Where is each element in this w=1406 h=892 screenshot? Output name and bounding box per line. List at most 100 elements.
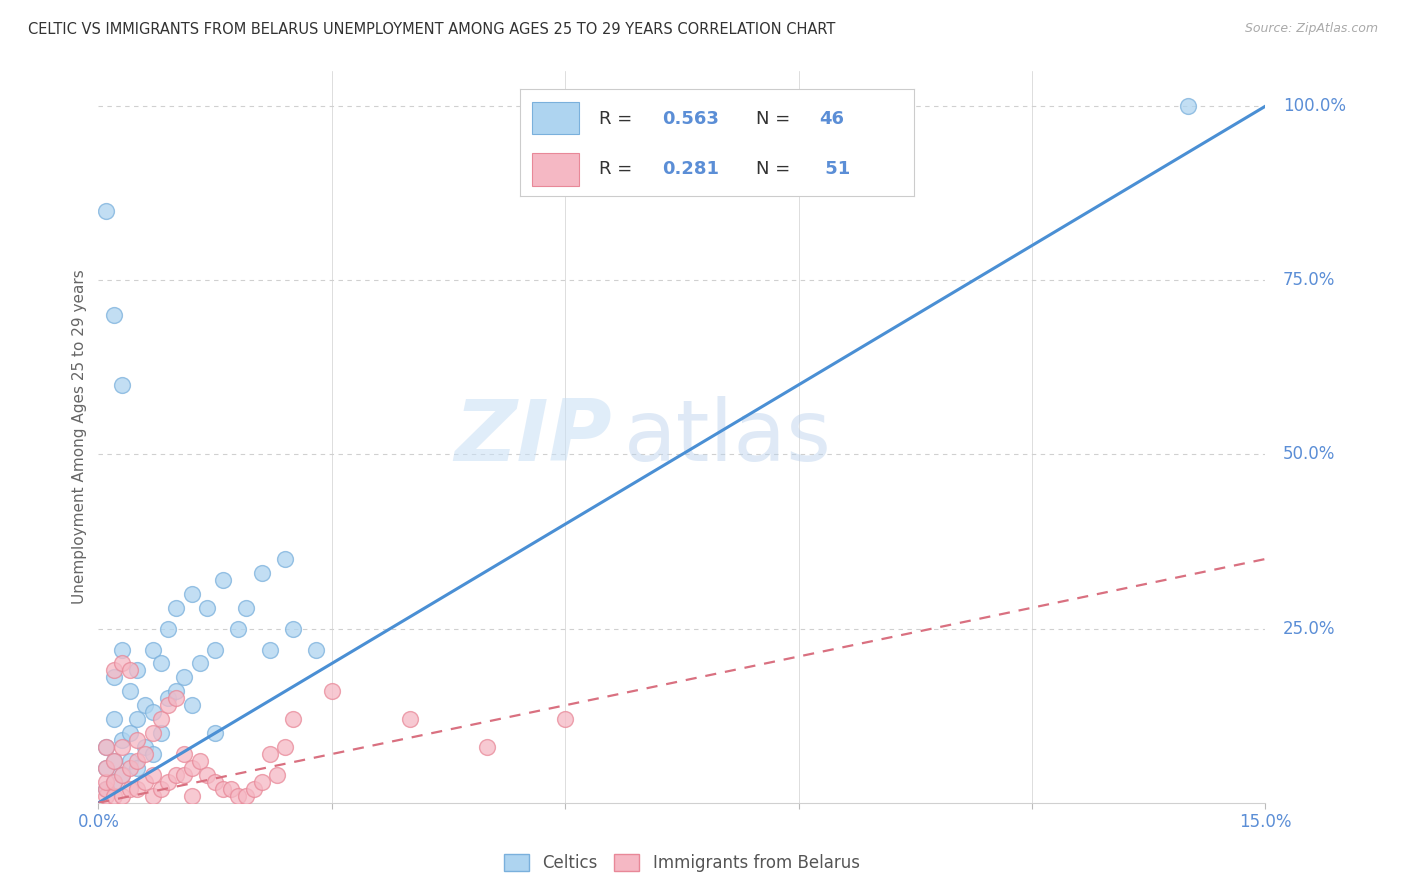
Point — [111, 642, 134, 657]
Point — [305, 642, 328, 657]
Text: 50.0%: 50.0% — [1282, 445, 1336, 464]
FancyBboxPatch shape — [531, 153, 579, 186]
Text: R =: R = — [599, 161, 638, 178]
Point — [96, 775, 118, 789]
Point — [228, 789, 250, 803]
Point — [212, 573, 235, 587]
Point — [180, 761, 202, 775]
Point — [259, 642, 281, 657]
Text: 0.563: 0.563 — [662, 111, 718, 128]
Text: Source: ZipAtlas.com: Source: ZipAtlas.com — [1244, 22, 1378, 36]
Point — [111, 377, 134, 392]
Point — [103, 754, 125, 768]
Point — [127, 761, 149, 775]
Text: R =: R = — [599, 111, 638, 128]
Point — [103, 754, 125, 768]
Point — [134, 740, 156, 755]
Point — [96, 761, 118, 775]
Point — [165, 768, 187, 782]
Point — [142, 726, 165, 740]
Point — [96, 761, 118, 775]
Point — [173, 670, 195, 684]
Point — [219, 781, 242, 796]
Point — [149, 781, 172, 796]
Point — [96, 740, 118, 755]
Point — [103, 775, 125, 789]
Point — [127, 781, 149, 796]
Point — [134, 775, 156, 789]
FancyBboxPatch shape — [531, 102, 579, 134]
Point — [127, 733, 149, 747]
Point — [204, 642, 226, 657]
Point — [142, 789, 165, 803]
Point — [111, 740, 134, 755]
Point — [554, 712, 576, 726]
Point — [204, 726, 226, 740]
Point — [127, 754, 149, 768]
Point — [103, 308, 125, 322]
Point — [188, 657, 211, 671]
Text: N =: N = — [756, 161, 796, 178]
Point — [118, 684, 141, 698]
Point — [103, 670, 125, 684]
Point — [149, 712, 172, 726]
Point — [281, 622, 304, 636]
Point — [134, 747, 156, 761]
Point — [173, 768, 195, 782]
Text: ZIP: ZIP — [454, 395, 612, 479]
Text: atlas: atlas — [623, 395, 831, 479]
Point — [118, 754, 141, 768]
Point — [228, 622, 250, 636]
Point — [149, 657, 172, 671]
Point — [165, 600, 187, 615]
Point — [274, 552, 297, 566]
Point — [103, 712, 125, 726]
Point — [188, 754, 211, 768]
Point — [250, 566, 273, 580]
Point — [96, 203, 118, 218]
Point — [212, 781, 235, 796]
Y-axis label: Unemployment Among Ages 25 to 29 years: Unemployment Among Ages 25 to 29 years — [72, 269, 87, 605]
Point — [157, 775, 180, 789]
Point — [142, 642, 165, 657]
Point — [235, 600, 257, 615]
Point — [127, 712, 149, 726]
Point — [103, 789, 125, 803]
Text: 46: 46 — [820, 111, 845, 128]
Text: 100.0%: 100.0% — [1282, 97, 1346, 115]
Point — [195, 600, 218, 615]
Point — [103, 775, 125, 789]
Point — [111, 789, 134, 803]
Point — [118, 761, 141, 775]
Point — [157, 622, 180, 636]
Point — [1177, 99, 1199, 113]
Point — [321, 684, 343, 698]
Point — [103, 664, 125, 678]
Text: CELTIC VS IMMIGRANTS FROM BELARUS UNEMPLOYMENT AMONG AGES 25 TO 29 YEARS CORRELA: CELTIC VS IMMIGRANTS FROM BELARUS UNEMPL… — [28, 22, 835, 37]
Point — [195, 768, 218, 782]
Point — [180, 789, 202, 803]
Point — [111, 768, 134, 782]
Point — [259, 747, 281, 761]
Point — [281, 712, 304, 726]
Point — [173, 747, 195, 761]
Point — [118, 781, 141, 796]
Text: N =: N = — [756, 111, 796, 128]
Point — [111, 733, 134, 747]
Point — [477, 740, 499, 755]
Legend: Celtics, Immigrants from Belarus: Celtics, Immigrants from Belarus — [498, 847, 866, 879]
Text: 51: 51 — [820, 161, 851, 178]
Point — [243, 781, 266, 796]
Point — [111, 657, 134, 671]
Point — [96, 740, 118, 755]
Text: 0.281: 0.281 — [662, 161, 718, 178]
Point — [142, 705, 165, 719]
Text: 75.0%: 75.0% — [1282, 271, 1336, 289]
Point — [180, 587, 202, 601]
Text: 25.0%: 25.0% — [1282, 620, 1336, 638]
Point — [165, 684, 187, 698]
Point — [134, 698, 156, 713]
Point — [235, 789, 257, 803]
Point — [142, 747, 165, 761]
Point — [96, 781, 118, 796]
